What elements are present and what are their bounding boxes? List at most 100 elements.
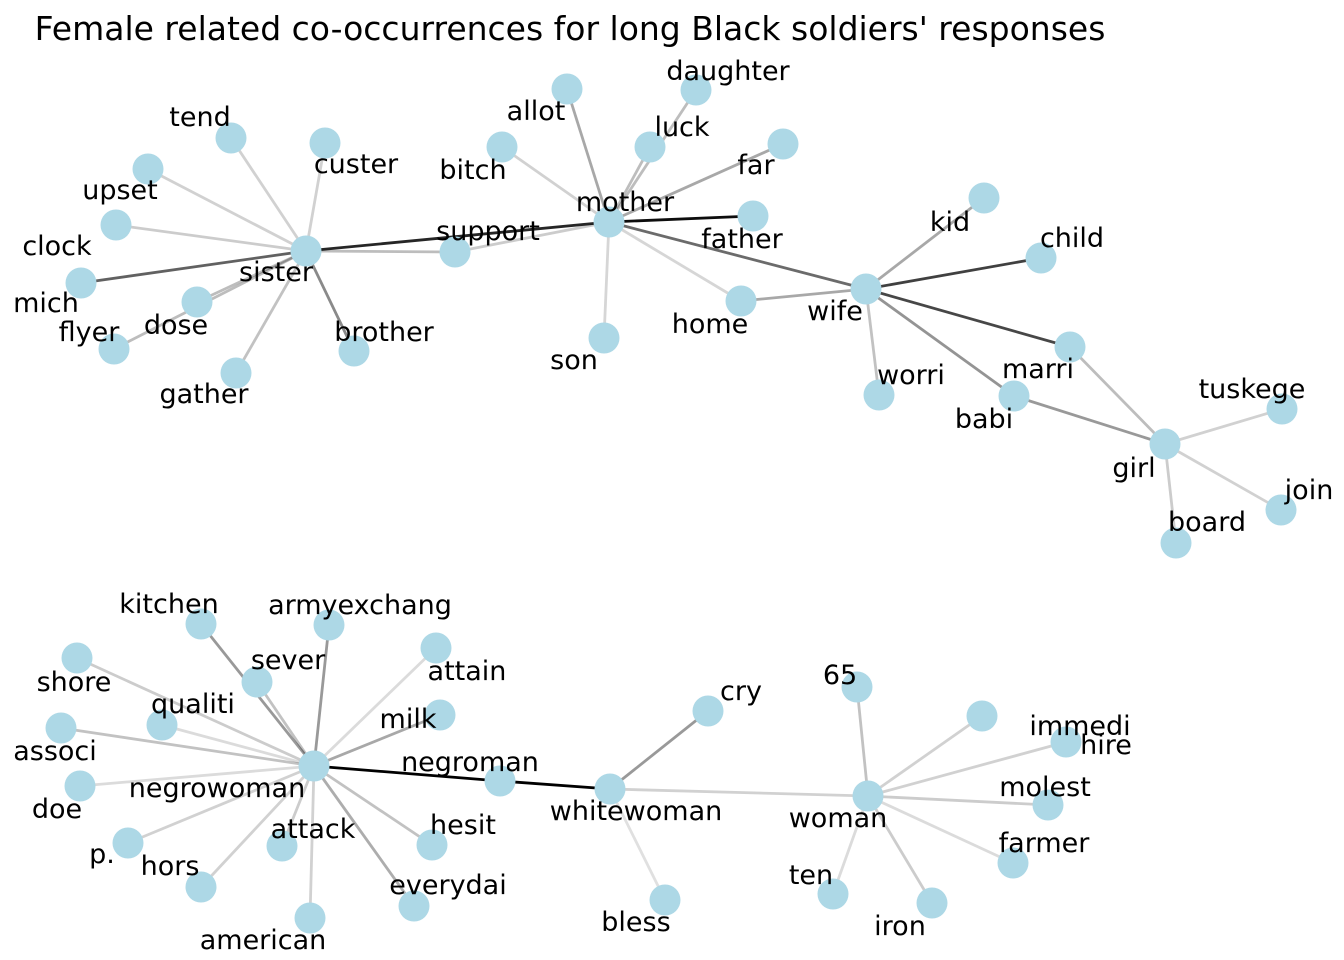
node-label-child: child xyxy=(1040,223,1104,254)
edge-negrowoman-american xyxy=(308,765,316,919)
edge-wife-kid xyxy=(865,196,985,291)
edge-sister-mich xyxy=(80,249,307,285)
edge-mother-far xyxy=(608,142,784,224)
node-label-upset: upset xyxy=(82,175,158,206)
edge-negrowoman-everydai xyxy=(312,765,416,907)
edge-negrowoman-qualiti xyxy=(161,723,315,768)
node-negrowoman xyxy=(298,750,330,782)
node-bless xyxy=(649,884,681,916)
edge-negrowoman-p xyxy=(127,764,315,845)
node-label-iron: iron xyxy=(874,911,926,942)
node-n65 xyxy=(841,671,873,703)
node-label-father: father xyxy=(701,224,783,255)
node-mother xyxy=(593,206,625,238)
node-kid xyxy=(968,182,1000,214)
node-label-flyer: flyer xyxy=(59,317,121,348)
node-label-mother: mother xyxy=(576,187,675,218)
node-label-hesit: hesit xyxy=(430,810,496,841)
node-label-board: board xyxy=(1168,507,1246,538)
node-label-luck: luck xyxy=(654,112,709,143)
edge-wife-babi xyxy=(865,287,1015,398)
edge-negrowoman-armyexchang xyxy=(312,624,331,767)
node-allot xyxy=(551,73,583,105)
node-father xyxy=(737,200,769,232)
node-label-kitchen: kitchen xyxy=(119,589,218,620)
node-brother xyxy=(338,335,370,367)
node-flyer xyxy=(98,333,130,365)
node-american xyxy=(294,902,326,934)
edge-negrowoman-doe xyxy=(79,764,315,788)
node-layer xyxy=(45,73,1298,934)
node-doe xyxy=(64,770,96,802)
edge-wife-child xyxy=(865,256,1042,291)
node-sister xyxy=(290,235,322,267)
node-label-n65: 65 xyxy=(823,660,857,691)
label-layer: sister tend custer upset clock mich dose flyer g… xyxy=(13,56,1333,956)
node-label-daughter: daughter xyxy=(666,56,790,87)
node-attack xyxy=(266,830,298,862)
node-label-shore: shore xyxy=(37,667,112,698)
node-label-allot: allot xyxy=(507,96,566,127)
node-custer xyxy=(309,127,341,159)
node-label-far: far xyxy=(737,150,775,181)
edge-sister-upset xyxy=(147,167,307,253)
node-label-p: p. xyxy=(89,839,115,870)
node-label-bitch: bitch xyxy=(439,155,506,186)
node-label-babi: babi xyxy=(955,404,1013,435)
edge-whitewoman-woman xyxy=(609,787,869,798)
node-label-everydai: everydai xyxy=(389,870,506,901)
node-label-bless: bless xyxy=(601,907,670,938)
node-molest xyxy=(1032,789,1064,821)
node-label-son: son xyxy=(550,345,598,376)
node-label-gather: gather xyxy=(159,379,249,410)
node-negroman xyxy=(484,765,516,797)
edge-negrowoman-hesit xyxy=(313,764,433,847)
node-label-armyexchang: armyexchang xyxy=(268,590,452,621)
node-label-join: join xyxy=(1284,475,1334,506)
node-gather xyxy=(220,357,252,389)
node-label-dose: dose xyxy=(144,310,208,341)
node-label-negroman: negroman xyxy=(401,747,539,778)
edge-mother-wife xyxy=(608,220,867,291)
edge-negrowoman-shore xyxy=(76,656,315,768)
edge-sister-tend xyxy=(229,137,308,252)
chart-title: Female related co-occurrences for long B… xyxy=(35,9,1106,48)
node-far xyxy=(767,128,799,160)
node-qualiti xyxy=(146,709,178,741)
node-label-doe: doe xyxy=(32,794,82,825)
node-hesit xyxy=(416,829,448,861)
edge-wife-worri xyxy=(864,288,881,396)
node-daughter xyxy=(680,74,712,106)
node-label-negrowoman: negrowoman xyxy=(129,773,305,804)
edge-babi-girl xyxy=(1013,394,1166,446)
node-join xyxy=(1265,494,1297,526)
node-label-attain: attain xyxy=(428,656,507,687)
node-label-worri: worri xyxy=(877,360,945,391)
edge-mother-father xyxy=(608,214,754,224)
node-associ xyxy=(45,712,77,744)
node-label-milk: milk xyxy=(380,704,437,735)
edge-whitewoman-cry xyxy=(609,709,709,791)
node-p xyxy=(112,827,144,859)
edge-negrowoman-milk xyxy=(313,713,441,768)
node-label-attack: attack xyxy=(271,814,356,845)
node-label-tuskege: tuskege xyxy=(1199,374,1306,405)
node-child xyxy=(1025,242,1057,274)
node-support xyxy=(439,236,471,268)
node-milk xyxy=(424,699,456,731)
node-whitewoman xyxy=(594,773,626,805)
edge-whitewoman-bless xyxy=(608,788,667,901)
node-clock xyxy=(100,209,132,241)
node-home xyxy=(725,285,757,317)
node-label-ten: ten xyxy=(789,860,833,891)
node-label-kid: kid xyxy=(930,207,970,238)
edge-sister-brother xyxy=(304,250,356,352)
node-label-whitewoman: whitewoman xyxy=(550,796,722,827)
edge-mother-son xyxy=(602,221,611,339)
node-kitchen xyxy=(185,608,217,640)
edge-woman-n65 xyxy=(855,686,870,797)
node-label-mich: mich xyxy=(13,288,79,319)
node-label-qualiti: qualiti xyxy=(151,689,235,720)
node-attain xyxy=(420,632,452,664)
edge-negrowoman-associ xyxy=(60,726,315,768)
